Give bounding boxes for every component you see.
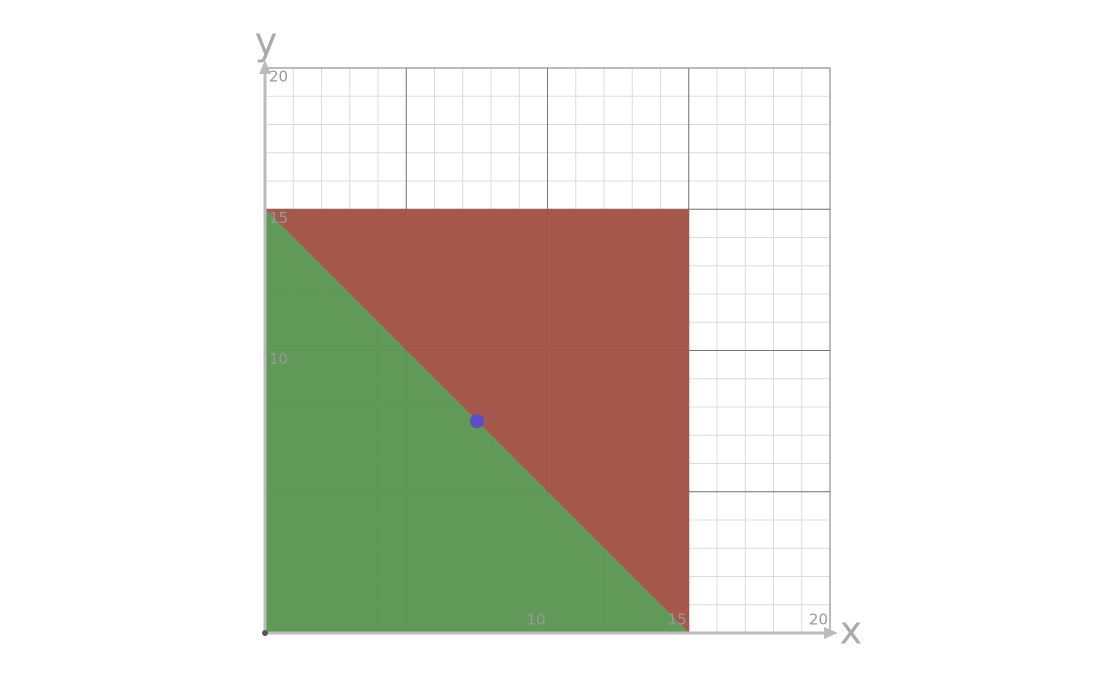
x-axis-arrow — [824, 627, 838, 639]
y-axis-label: y — [255, 20, 278, 64]
x-tick-label: 10 — [526, 611, 545, 629]
origin — [262, 630, 268, 636]
y-tick-label: 20 — [269, 68, 288, 86]
y-tick-label: 10 — [269, 350, 288, 368]
point — [469, 414, 484, 429]
x-tick-label: 15 — [668, 611, 687, 629]
x-axis-label: x — [840, 609, 863, 653]
y-tick-label: 15 — [269, 209, 288, 227]
y-axis-arrow — [259, 60, 271, 74]
x-tick-label: 20 — [809, 611, 828, 629]
